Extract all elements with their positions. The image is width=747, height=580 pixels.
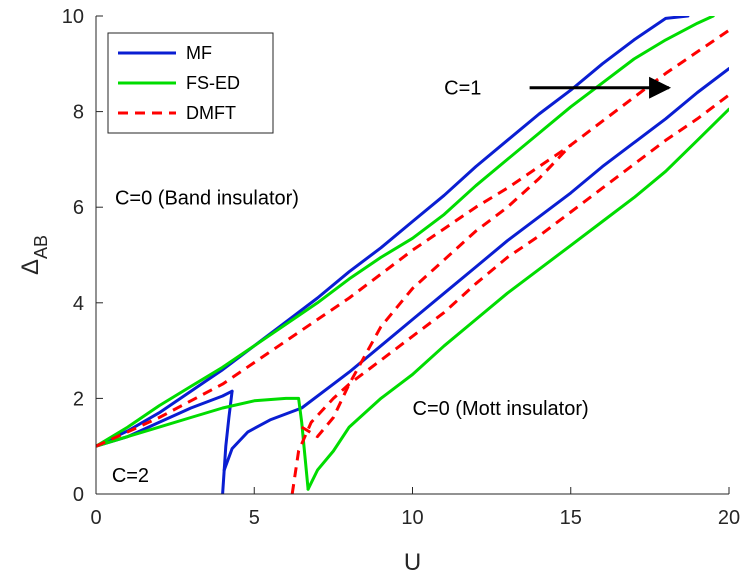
x-tick-label: 10 [401, 507, 423, 529]
series-line-mf-2 [96, 16, 690, 448]
series-line-mf-1 [221, 389, 234, 494]
y-tick-label: 8 [73, 102, 84, 124]
y-axis-label-main: Δ [17, 259, 44, 275]
series-fs-ed [96, 16, 729, 491]
annotation-c-0-band-insulator: C=0 (Band insulator) [115, 188, 299, 210]
y-tick-label: 10 [62, 6, 84, 28]
x-tick-label: 15 [560, 507, 582, 529]
y-tick-label: 4 [73, 293, 84, 315]
x-axis-label: U [404, 549, 421, 576]
series-line-mf-3 [222, 67, 729, 472]
y-tick-label: 6 [73, 197, 84, 219]
legend-label-fs-ed: FS-ED [186, 73, 240, 93]
annotation-c-0-mott-insulator: C=0 (Mott insulator) [413, 398, 589, 420]
series-line-dmft-1 [290, 93, 729, 494]
annotation-layer: C=1 C=0 (Band insulator) C=0 (Mott insulat… [112, 76, 672, 487]
series-layer [96, 16, 729, 494]
annotation-c-2: C=2 [112, 465, 149, 487]
annotation-c-1: C=1 [444, 78, 481, 100]
legend-label-dmft: DMFT [186, 103, 236, 123]
x-tick-label: 0 [90, 507, 101, 529]
x-tick-label: 20 [718, 507, 740, 529]
series-line-dmft-2 [300, 144, 572, 439]
legend-label-mf: MF [186, 43, 212, 63]
y-tick-label: 2 [73, 388, 84, 410]
y-tick-label: 0 [73, 484, 84, 506]
series-line-dmft-0 [96, 29, 729, 448]
y-axis-label: ΔAB [17, 235, 51, 275]
y-axis-label-subscript: AB [31, 235, 51, 259]
series-line-fs-ed-2 [306, 107, 729, 491]
series-line-fs-ed-1 [96, 396, 310, 491]
legend: MF FS-ED DMFT [107, 32, 274, 134]
series-dmft [96, 29, 729, 494]
series-line-fs-ed-0 [96, 16, 715, 448]
axes-layer: 0 5 10 15 20 0 2 4 6 8 10 U ΔAB [17, 6, 740, 576]
x-tick-label: 5 [249, 507, 260, 529]
